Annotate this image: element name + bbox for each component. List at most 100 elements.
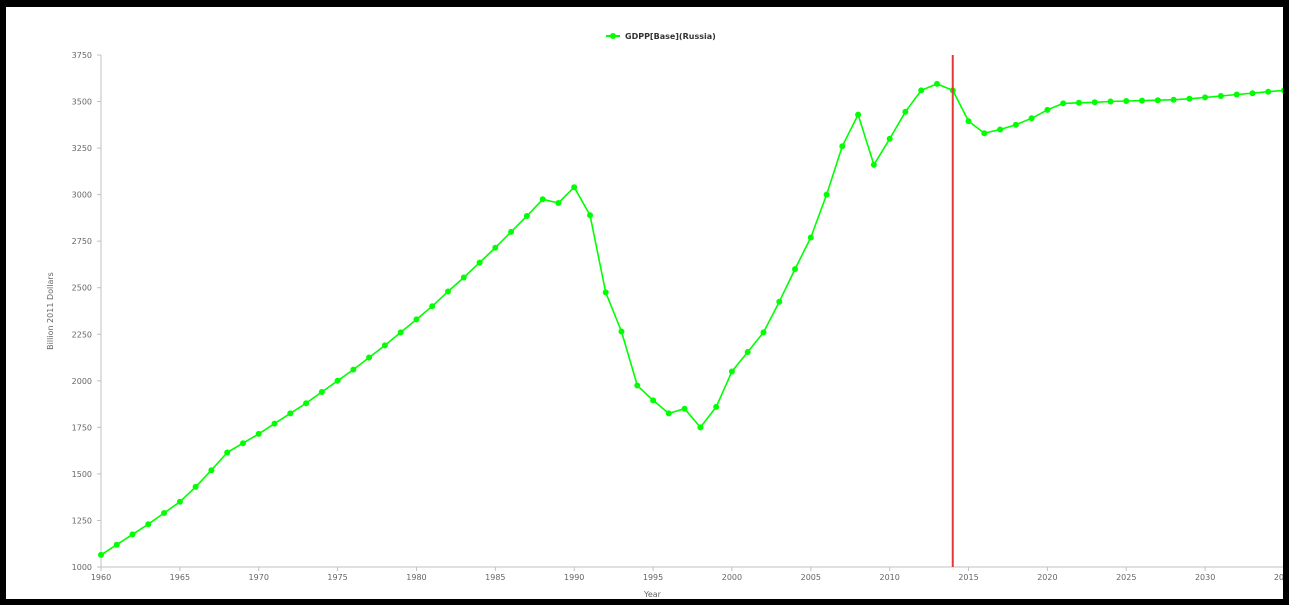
y-tick-label: 3250 <box>72 144 92 153</box>
data-point <box>807 234 814 241</box>
data-point <box>460 274 467 281</box>
y-tick-label: 3750 <box>72 51 92 60</box>
data-point <box>1044 106 1051 113</box>
data-point <box>366 354 373 361</box>
data-point <box>303 400 310 407</box>
data-point <box>1170 96 1177 103</box>
data-point <box>934 80 940 87</box>
data-point <box>1233 91 1240 98</box>
data-point <box>728 368 735 375</box>
y-axis-title: Billion 2011 Dollars <box>46 272 55 350</box>
y-tick-label: 2250 <box>72 330 92 339</box>
x-tick-label: 1960 <box>91 573 111 582</box>
data-point <box>413 316 420 323</box>
data-point <box>334 377 341 384</box>
data-point <box>429 303 436 310</box>
data-point <box>870 161 877 168</box>
data-point <box>476 259 483 266</box>
data-point <box>965 118 972 125</box>
line-chart: 1000 1250 1500 1750 2000 2250 2500 2750 3000 3250… <box>46 32 1283 599</box>
x-tick-label: 1970 <box>249 573 269 582</box>
x-tick-label: 1965 <box>170 573 190 582</box>
x-tick-label: 2005 <box>801 573 821 582</box>
data-point <box>113 541 120 548</box>
data-point <box>1265 88 1272 95</box>
data-point <box>997 126 1004 133</box>
data-point <box>208 467 215 474</box>
data-point <box>1060 100 1067 107</box>
x-tick-label: 2030 <box>1195 573 1215 582</box>
y-tick-label: 2750 <box>72 237 92 246</box>
data-point <box>508 228 515 235</box>
x-tick-label: 2020 <box>1037 573 1057 582</box>
x-tick-label: 2035 <box>1274 573 1283 582</box>
data-point <box>492 244 499 251</box>
data-point <box>602 289 609 296</box>
data-point <box>792 266 798 273</box>
y-tick-label: 3000 <box>72 191 92 200</box>
data-point <box>760 329 767 336</box>
x-tick-label: 2000 <box>722 573 742 582</box>
y-tick-label: 1500 <box>72 470 92 479</box>
y-tick-label: 1250 <box>72 516 92 525</box>
data-point <box>271 420 278 427</box>
data-point <box>1202 94 1209 101</box>
data-point <box>1154 97 1161 104</box>
x-tick-label: 1990 <box>564 573 584 582</box>
chart-panel: 1000 1250 1500 1750 2000 2250 2500 2750 3000 3250… <box>6 7 1283 599</box>
data-point <box>1075 99 1082 106</box>
data-point <box>224 449 231 456</box>
data-point <box>555 200 562 206</box>
data-point <box>397 329 404 336</box>
data-point <box>1249 90 1256 97</box>
data-point <box>744 349 751 355</box>
y-tick-label: 2500 <box>72 284 92 293</box>
data-point <box>1186 95 1193 102</box>
y-tick-label: 3500 <box>72 98 92 107</box>
data-point <box>350 366 357 373</box>
data-point <box>98 551 104 558</box>
data-point <box>571 184 578 191</box>
data-point <box>129 531 136 538</box>
legend-label: GDPP[Base](Russia) <box>625 32 716 41</box>
data-point <box>1123 98 1130 104</box>
data-point <box>823 191 830 198</box>
data-point <box>161 510 168 516</box>
data-point <box>318 389 325 395</box>
data-point <box>240 440 246 447</box>
data-point <box>1281 87 1283 94</box>
data-point <box>1028 115 1035 122</box>
legend-marker <box>610 33 616 39</box>
data-point <box>523 213 530 219</box>
data-point <box>618 328 625 335</box>
data-point <box>287 410 294 417</box>
y-tick-label: 1750 <box>72 423 92 432</box>
data-point <box>1139 97 1145 104</box>
data-point <box>445 288 451 295</box>
data-point <box>192 483 199 490</box>
data-point <box>697 424 704 431</box>
y-tick-label: 2000 <box>72 377 92 386</box>
x-tick-label: 1975 <box>327 573 347 582</box>
data-point <box>902 108 909 115</box>
data-point <box>918 87 925 94</box>
data-point <box>1091 99 1098 106</box>
x-tick-label: 1995 <box>643 573 663 582</box>
data-point <box>1107 98 1114 105</box>
data-point <box>1217 93 1224 99</box>
x-tick-label: 1985 <box>485 573 505 582</box>
data-point <box>650 397 657 404</box>
x-tick-label: 2015 <box>958 573 978 582</box>
data-point <box>665 410 672 417</box>
x-tick-label: 2010 <box>879 573 899 582</box>
data-point <box>255 430 262 437</box>
data-point <box>539 196 546 203</box>
x-tick-label: 2025 <box>1116 573 1136 582</box>
data-point <box>681 405 688 412</box>
data-point <box>776 298 783 305</box>
x-axis-title: Year <box>643 590 662 599</box>
data-point <box>713 403 720 410</box>
data-point <box>886 135 893 142</box>
data-point <box>1012 121 1019 128</box>
series-line <box>100 83 1283 556</box>
